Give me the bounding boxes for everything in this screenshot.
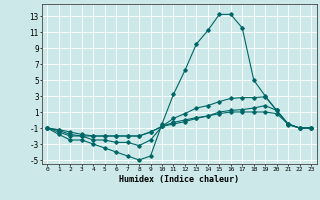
X-axis label: Humidex (Indice chaleur): Humidex (Indice chaleur): [119, 175, 239, 184]
